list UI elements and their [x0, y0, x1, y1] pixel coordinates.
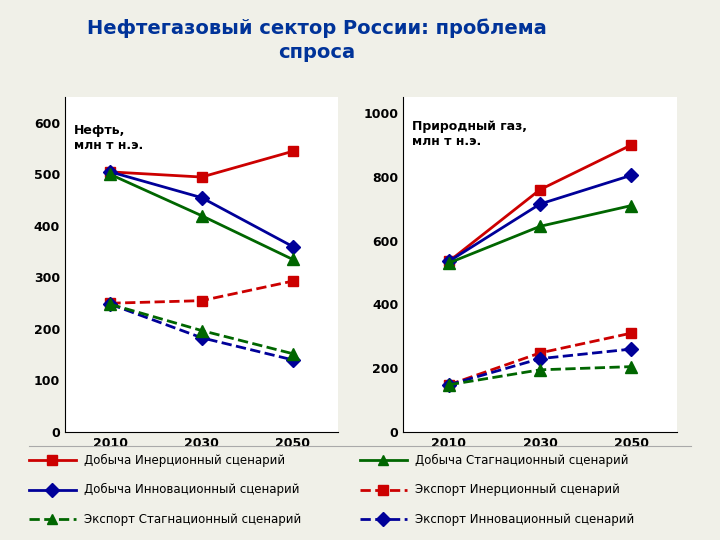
- Text: Экспорт Инновационный сценарий: Экспорт Инновационный сценарий: [415, 513, 635, 526]
- Text: Добыча Инновационный сценарий: Добыча Инновационный сценарий: [84, 483, 300, 496]
- Text: Добыча Стагнационный сценарий: Добыча Стагнационный сценарий: [415, 454, 629, 467]
- Text: Экспорт Стагнационный сценарий: Экспорт Стагнационный сценарий: [84, 513, 302, 526]
- Text: Экспорт Инерционный сценарий: Экспорт Инерционный сценарий: [415, 483, 621, 496]
- Text: Нефтегазовый сектор России: проблема
спроса: Нефтегазовый сектор России: проблема спр…: [87, 19, 546, 62]
- Text: Добыча Инерционный сценарий: Добыча Инерционный сценарий: [84, 454, 285, 467]
- Text: Нефть,
млн т н.э.: Нефть, млн т н.э.: [74, 124, 143, 152]
- Text: Природный газ,
млн т н.э.: Природный газ, млн т н.э.: [413, 119, 527, 147]
